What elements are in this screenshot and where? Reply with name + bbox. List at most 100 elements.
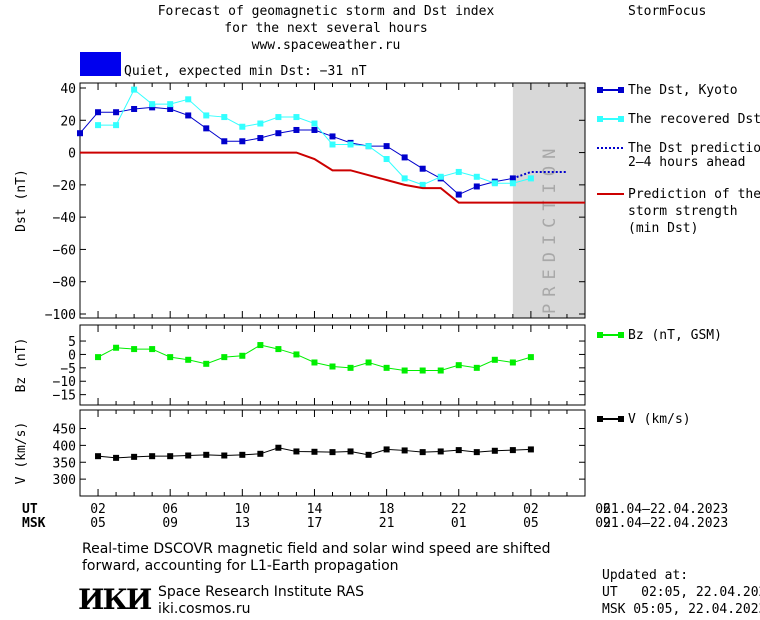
data-point	[491, 356, 498, 363]
data-point	[311, 359, 318, 366]
data-point	[455, 447, 462, 454]
data-point	[383, 143, 390, 150]
data-point	[275, 346, 282, 353]
x-tick-label-ut: 22	[451, 502, 467, 517]
data-point	[257, 135, 264, 142]
data-point	[509, 180, 516, 187]
y-tick-label: −40	[53, 211, 76, 226]
legend-swatch-marker	[618, 116, 624, 122]
data-point	[311, 120, 318, 127]
legend-dst-kyoto: The Dst, Kyoto	[628, 83, 738, 98]
data-point	[473, 449, 480, 456]
data-point	[257, 450, 264, 457]
data-point	[455, 362, 462, 369]
x-tick-label-ut: 02	[523, 502, 539, 517]
data-point	[239, 352, 246, 359]
updated-label: Updated at:	[602, 568, 689, 583]
y-tick-label: 40	[60, 82, 76, 97]
data-point	[77, 130, 83, 137]
x-tick-label-ut: 18	[379, 502, 395, 517]
data-point	[239, 138, 246, 145]
legend-swatch-marker	[597, 87, 603, 93]
y-tick-label: −10	[53, 375, 76, 390]
data-point	[365, 359, 372, 366]
legend-prediction-line2: 2–4 hours ahead	[628, 155, 746, 170]
legend-v: V (km/s)	[628, 412, 691, 427]
data-point	[311, 448, 318, 455]
y-tick-label: −20	[53, 179, 76, 194]
data-point	[203, 112, 210, 119]
legend-swatch-marker	[597, 416, 603, 422]
data-point	[293, 448, 300, 455]
data-point	[185, 356, 192, 363]
x-tick-label-msk: 05	[523, 516, 539, 531]
prediction-band	[512, 83, 585, 318]
institute-name: Space Research Institute RAS	[158, 584, 364, 600]
data-point	[239, 123, 246, 130]
updated-msk: MSK 05:05, 22.04.2023	[602, 602, 760, 617]
y-tick-label: −60	[53, 243, 76, 258]
legend-prediction-line1: The Dst prediction	[628, 141, 760, 156]
legend-storm-line3: (min Dst)	[628, 221, 699, 236]
data-point	[329, 449, 336, 456]
data-point	[419, 181, 426, 188]
data-point	[473, 183, 480, 190]
legend-bz: Bz (nT, GSM)	[628, 328, 722, 343]
msk-date-range: 21.04–22.04.2023	[603, 516, 729, 531]
data-point	[419, 165, 426, 172]
ut-date-range: 21.04–22.04.2023	[603, 502, 729, 517]
legend-recovered-dst: The recovered Dst	[628, 112, 760, 127]
data-point	[455, 168, 462, 175]
x-tick-label-msk: 21	[379, 516, 395, 531]
data-point	[221, 114, 228, 121]
series-line	[79, 106, 513, 196]
x-tick-label-msk: 05	[90, 516, 106, 531]
data-point	[383, 156, 390, 163]
y-tick-label: 350	[53, 456, 76, 471]
data-point	[185, 452, 192, 459]
data-point	[257, 120, 264, 127]
institute-site[interactable]: iki.cosmos.ru	[158, 601, 251, 617]
legend-storm-line1: Prediction of the	[628, 187, 760, 202]
y-tick-label: −100	[45, 308, 76, 323]
plot-frame	[79, 82, 586, 319]
data-point	[131, 86, 138, 93]
data-point	[437, 173, 444, 180]
data-point	[419, 449, 426, 456]
data-point	[149, 453, 156, 460]
y-tick-label: 0	[68, 147, 76, 162]
status-color-swatch	[80, 52, 121, 76]
iki-logo: ИКИ	[78, 583, 152, 616]
y-tick-label: −80	[53, 276, 76, 291]
data-point	[527, 446, 534, 453]
data-point	[455, 191, 462, 198]
source-url[interactable]: www.spaceweather.ru	[251, 38, 401, 53]
legend-swatch-marker	[597, 332, 603, 338]
x-tick-label-ut: 10	[234, 502, 250, 517]
data-point	[167, 453, 174, 460]
data-point	[167, 101, 174, 108]
data-point	[293, 126, 300, 133]
y-tick-label: −15	[53, 389, 76, 404]
data-point	[293, 114, 300, 121]
x-tick-label-msk: 09	[162, 516, 178, 531]
y-tick-label: 0	[68, 348, 76, 363]
data-point	[347, 141, 354, 148]
series-line	[512, 170, 567, 180]
x-tick-label-msk: 13	[234, 516, 250, 531]
chart-title-line1: Forecast of geomagnetic storm and Dst in…	[157, 4, 495, 19]
data-point	[131, 346, 138, 353]
brand-name: StormFocus	[628, 4, 707, 19]
data-point	[113, 109, 120, 116]
x-tick-label-ut: 02	[90, 502, 106, 517]
data-point	[401, 175, 408, 182]
x-tick-label-ut: 06	[595, 502, 611, 517]
status-text: Quiet, expected min Dst: −31 nT	[124, 64, 367, 79]
data-point	[203, 125, 210, 132]
data-point	[113, 344, 120, 351]
data-point	[149, 346, 156, 353]
y-axis-label: Dst (nT)	[14, 169, 29, 232]
data-point	[329, 141, 336, 148]
data-point	[365, 451, 372, 458]
data-point	[203, 360, 210, 367]
